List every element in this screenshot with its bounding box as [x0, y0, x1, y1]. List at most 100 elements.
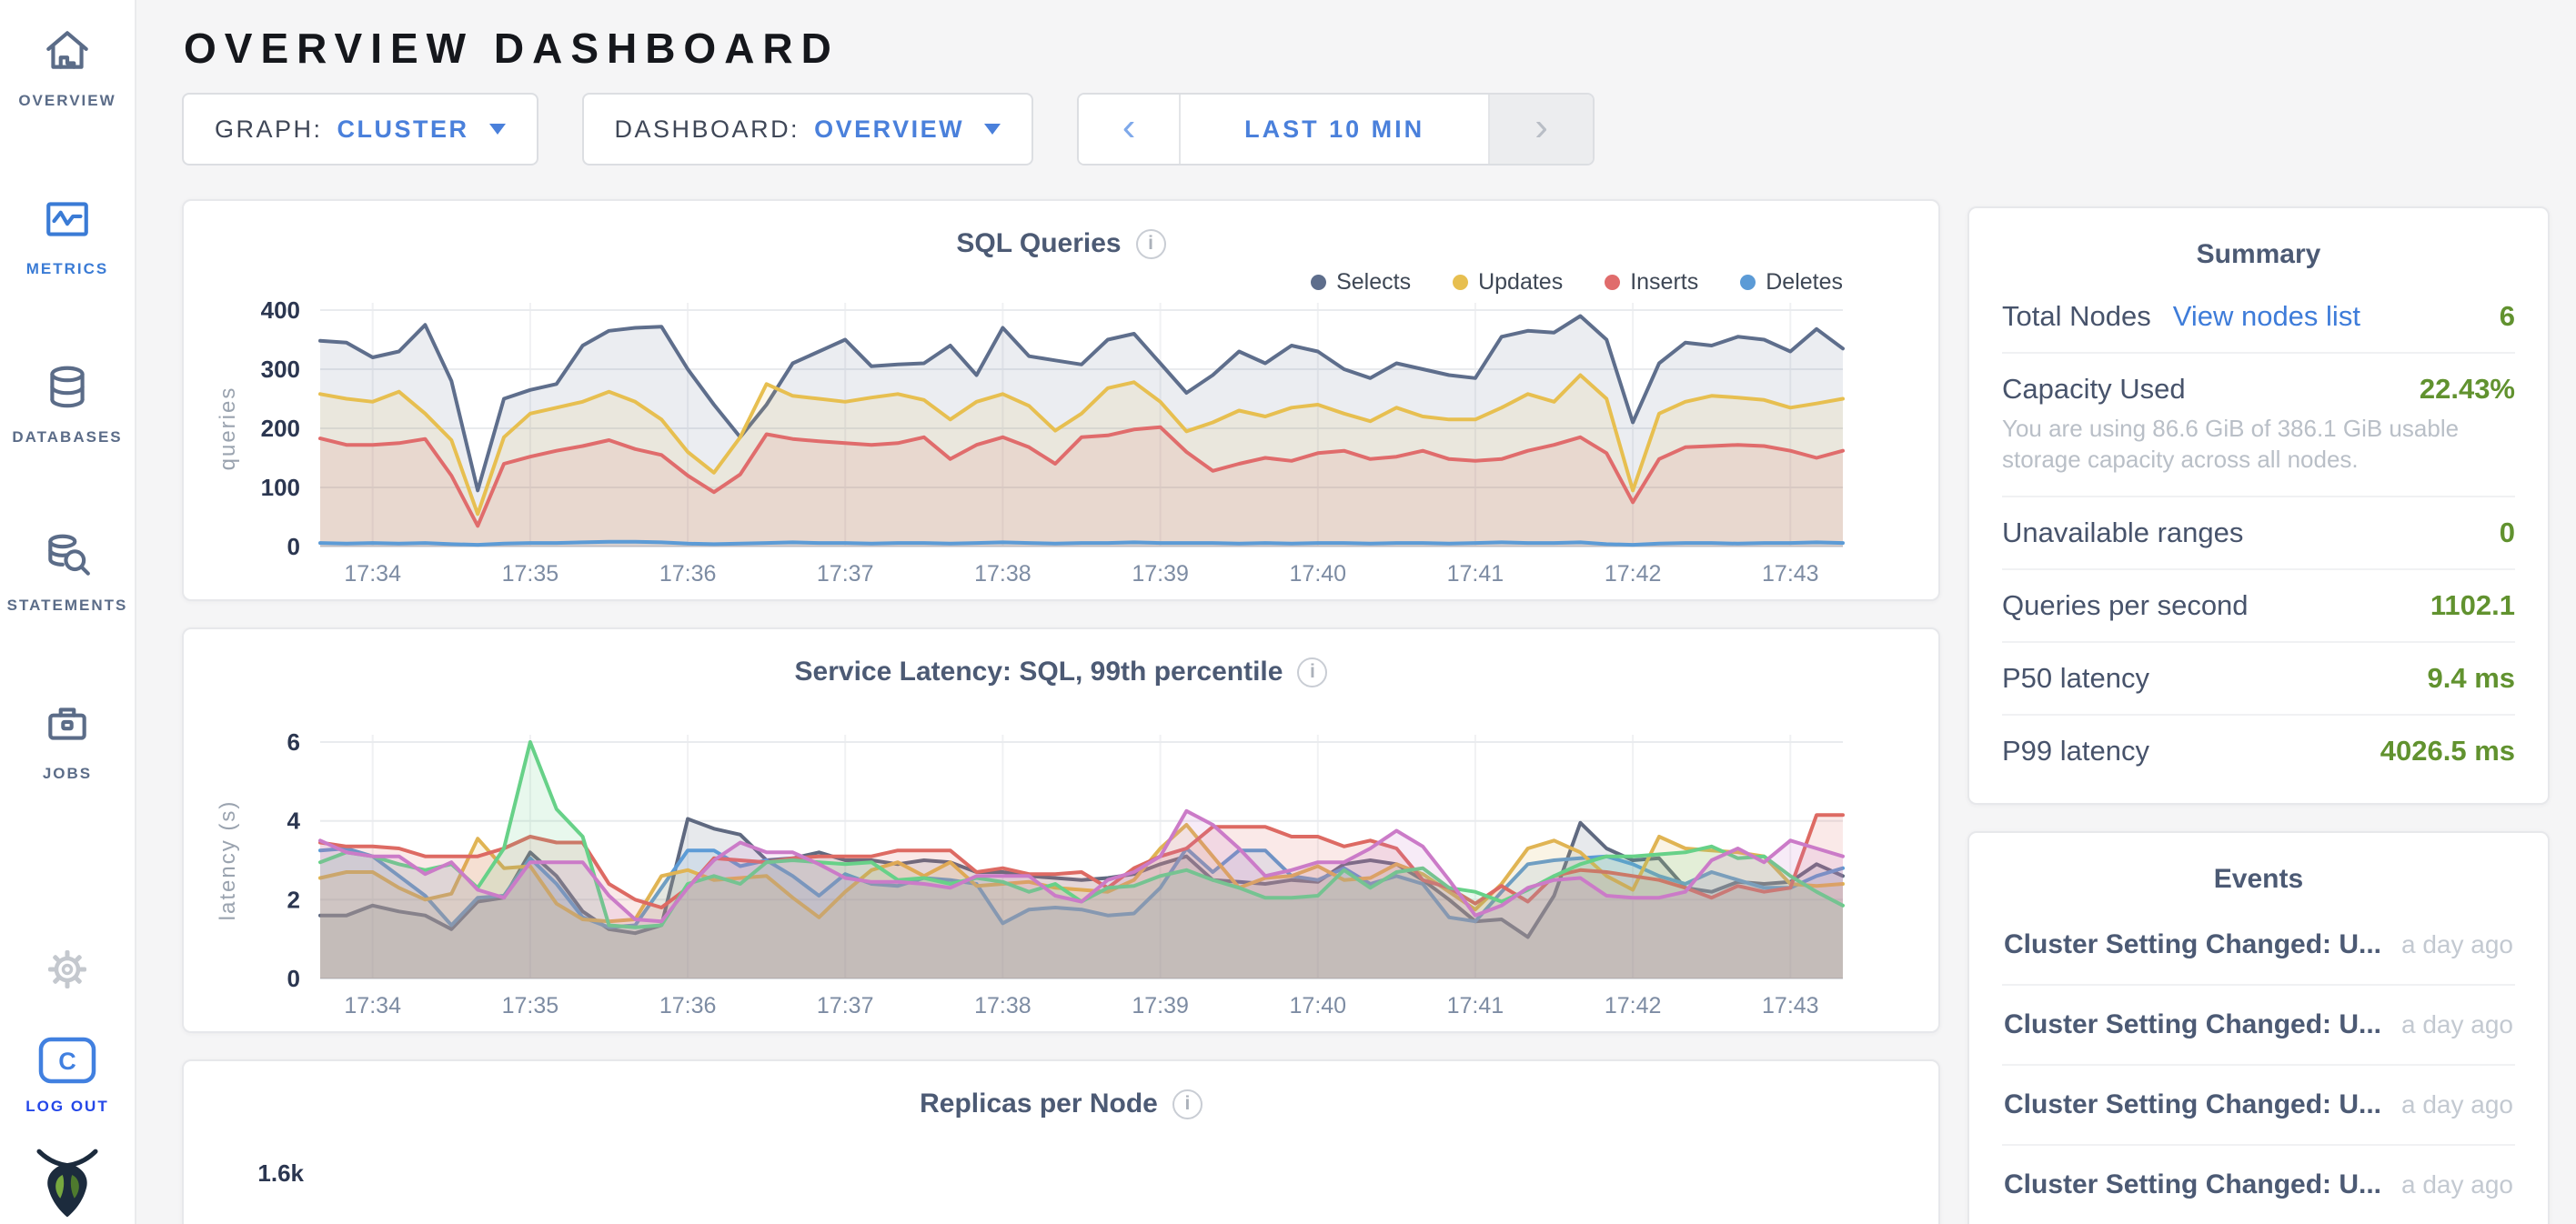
svg-text:17:34: 17:34	[344, 993, 401, 1018]
y-axis-tick: 1.6k	[257, 1159, 304, 1187]
sidebar-item-metrics[interactable]: METRICS	[26, 194, 109, 278]
chart-legend: Selects Updates Inserts Deletes	[184, 266, 1938, 297]
event-row: Cluster Setting Changed: U... a day ago	[2002, 906, 2515, 986]
legend-dot	[1605, 274, 1621, 290]
svg-text:17:40: 17:40	[1290, 561, 1347, 587]
sidebar-item-label: METRICS	[25, 260, 109, 277]
sql-queries-chart-card: SQL Queries i Selects Updates Inserts	[182, 199, 1940, 601]
time-range-next-button[interactable]: ›	[1488, 95, 1594, 164]
events-panel: Events Cluster Setting Changed: U... a d…	[1967, 831, 2550, 1224]
svg-text:17:38: 17:38	[974, 561, 1031, 587]
svg-text:4: 4	[287, 808, 301, 835]
time-range-value[interactable]: LAST 10 MIN	[1181, 95, 1489, 164]
summary-row-total-nodes: Total Nodes View nodes list 6	[2002, 300, 2515, 332]
svg-text:17:37: 17:37	[817, 993, 874, 1018]
event-row: Cluster Setting Changed: U... a day ago	[2002, 1066, 2515, 1146]
time-range-selector: ‹ LAST 10 MIN ›	[1077, 93, 1595, 166]
svg-text:17:39: 17:39	[1132, 561, 1189, 587]
time-range-prev-button[interactable]: ‹	[1079, 95, 1182, 164]
svg-text:400: 400	[261, 299, 300, 324]
sidebar-item-jobs[interactable]: JOBS	[42, 698, 93, 783]
legend-item-updates[interactable]: Updates	[1453, 269, 1563, 296]
event-row: Cluster Setting Changed: U... a day ago	[2002, 1146, 2515, 1224]
summary-row-capacity: Capacity Used 22.43% You are using 86.6 …	[2002, 352, 2515, 496]
sidebar-item-label: STATEMENTS	[6, 597, 128, 614]
home-icon	[42, 25, 93, 81]
legend-dot	[1453, 274, 1469, 290]
svg-text:C: C	[58, 1048, 76, 1075]
legend-dot	[1740, 274, 1756, 290]
svg-text:0: 0	[287, 965, 300, 992]
capacity-note: You are using 86.6 GiB of 386.1 GiB usab…	[2002, 415, 2460, 474]
svg-text:6: 6	[287, 731, 300, 756]
svg-text:0: 0	[287, 533, 300, 560]
svg-text:17:35: 17:35	[502, 561, 559, 587]
chart-title: Replicas per Node	[920, 1089, 1158, 1119]
event-row: Cluster Setting Changed: U... a day ago	[2002, 986, 2515, 1066]
events-title: Events	[2213, 864, 2304, 894]
svg-text:17:41: 17:41	[1447, 993, 1504, 1018]
sidebar-item-label: JOBS	[42, 765, 93, 782]
queries-per-second-value: 1102.1	[2430, 588, 2515, 621]
capacity-used-value: 22.43%	[2419, 373, 2515, 405]
summary-row-p99: P99 latency 4026.5 ms	[2002, 713, 2515, 787]
svg-text:17:36: 17:36	[659, 561, 717, 587]
svg-text:17:43: 17:43	[1762, 993, 1819, 1018]
graph-dropdown-label: GRAPH:	[215, 115, 323, 143]
chevron-down-icon	[984, 124, 1001, 135]
sidebar: OVERVIEW METRICS DATABASES	[0, 0, 136, 1224]
svg-text:queries: queries	[216, 386, 240, 471]
legend-item-deletes[interactable]: Deletes	[1740, 269, 1843, 296]
summary-title: Summary	[2196, 239, 2321, 269]
svg-text:17:34: 17:34	[344, 561, 401, 587]
dashboard-dropdown[interactable]: DASHBOARD: OVERVIEW	[581, 93, 1034, 166]
sidebar-item-statements[interactable]: STATEMENTS	[7, 530, 128, 615]
legend-item-inserts[interactable]: Inserts	[1605, 269, 1698, 296]
svg-text:17:39: 17:39	[1132, 993, 1189, 1018]
legend-item-selects[interactable]: Selects	[1311, 269, 1411, 296]
user-avatar-icon: C	[38, 1037, 96, 1089]
svg-text:17:41: 17:41	[1447, 561, 1504, 587]
graph-scope-dropdown[interactable]: GRAPH: CLUSTER	[182, 93, 538, 166]
unavailable-ranges-value: 0	[2499, 516, 2515, 548]
chevron-down-icon	[488, 124, 506, 135]
page-title: OVERVIEW DASHBOARD	[184, 25, 840, 72]
metrics-chart-icon	[42, 194, 93, 249]
summary-panel: Summary Total Nodes View nodes list 6 Ca…	[1967, 206, 2550, 805]
svg-text:17:43: 17:43	[1762, 561, 1819, 587]
info-icon[interactable]: i	[1172, 1089, 1202, 1119]
right-sidebar: Summary Total Nodes View nodes list 6 Ca…	[1967, 206, 2550, 1224]
main-content: OVERVIEW DASHBOARD GRAPH: CLUSTER DASHBO…	[136, 0, 2576, 1224]
info-icon[interactable]: i	[1297, 657, 1328, 687]
total-nodes-value: 6	[2499, 300, 2515, 332]
svg-text:17:35: 17:35	[502, 993, 559, 1018]
dashboard-dropdown-label: DASHBOARD:	[614, 115, 800, 143]
settings-gear-icon[interactable]	[43, 945, 92, 998]
summary-row-qps: Queries per second 1102.1	[2002, 567, 2515, 641]
svg-text:17:37: 17:37	[817, 561, 874, 587]
svg-text:17:40: 17:40	[1290, 993, 1347, 1018]
legend-dot	[1311, 274, 1327, 290]
chart-title: SQL Queries	[956, 228, 1122, 258]
sidebar-item-label: DATABASES	[12, 428, 123, 446]
svg-text:100: 100	[261, 474, 300, 501]
p99-latency-value: 4026.5 ms	[2380, 734, 2515, 767]
service-latency-chart-card: Service Latency: SQL, 99th percentile i …	[182, 627, 1940, 1033]
statements-search-database-icon	[42, 530, 93, 586]
logout-label: LOG OUT	[25, 1098, 109, 1115]
info-icon[interactable]: i	[1135, 228, 1166, 259]
svg-text:17:42: 17:42	[1605, 561, 1662, 587]
sidebar-item-label: OVERVIEW	[18, 92, 116, 109]
cockroachdb-logo[interactable]	[32, 1147, 103, 1224]
summary-row-unavailable-ranges: Unavailable ranges 0	[2002, 495, 2515, 568]
sidebar-item-databases[interactable]: DATABASES	[12, 362, 122, 446]
svg-text:17:36: 17:36	[659, 993, 717, 1018]
sidebar-item-overview[interactable]: OVERVIEW	[18, 25, 116, 110]
view-nodes-list-link[interactable]: View nodes list	[2172, 300, 2360, 332]
service-latency-chart: 0 2 4 6 17:34 17:35 17:36 17:37 17:38 17:39 17:40 1…	[216, 731, 1845, 1018]
svg-text:latency (s): latency (s)	[216, 800, 240, 921]
charts-column: SQL Queries i Selects Updates Inserts	[182, 199, 1940, 1224]
dashboard-dropdown-value: OVERVIEW	[814, 115, 965, 143]
logout-button[interactable]: C LOG OUT	[25, 1037, 108, 1116]
svg-text:17:38: 17:38	[974, 993, 1031, 1018]
